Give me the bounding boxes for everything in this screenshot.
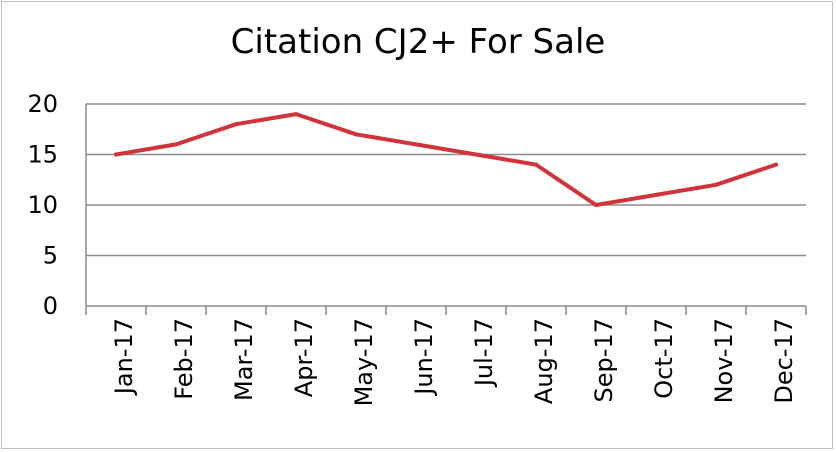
x-tick-label: Nov-17 xyxy=(710,318,738,403)
x-tick-label: Oct-17 xyxy=(650,318,678,399)
chart-title: Citation CJ2+ For Sale xyxy=(230,22,606,62)
x-tick-label: Jan-17 xyxy=(110,318,138,396)
x-tick-label: Dec-17 xyxy=(770,318,798,404)
data-point xyxy=(114,152,118,157)
y-tick-label: 20 xyxy=(27,90,58,118)
data-point xyxy=(234,122,238,127)
data-point xyxy=(774,162,778,167)
series-line xyxy=(114,112,778,207)
x-tick-label: Mar-17 xyxy=(230,318,258,401)
x-tick-label: Feb-17 xyxy=(170,318,198,400)
data-point xyxy=(594,203,598,207)
x-tick-label: Apr-17 xyxy=(290,318,318,397)
x-tick-label: Aug-17 xyxy=(530,318,558,404)
x-tick-label: Sep-17 xyxy=(590,318,618,402)
data-point xyxy=(654,192,658,197)
y-tick-label: 5 xyxy=(43,242,58,270)
y-tick-label: 10 xyxy=(27,191,58,219)
data-point xyxy=(354,132,358,137)
data-point xyxy=(474,152,478,157)
y-tick-label: 15 xyxy=(27,141,58,169)
data-point xyxy=(534,162,538,167)
x-tick-label: May-17 xyxy=(350,318,378,406)
x-tick-label: Jun-17 xyxy=(410,318,438,397)
data-point xyxy=(714,182,718,187)
data-point xyxy=(174,142,178,147)
x-tick-label: Jul-17 xyxy=(470,318,498,388)
data-point xyxy=(294,112,298,117)
data-point xyxy=(414,142,418,147)
y-tick-label: 0 xyxy=(43,292,58,320)
